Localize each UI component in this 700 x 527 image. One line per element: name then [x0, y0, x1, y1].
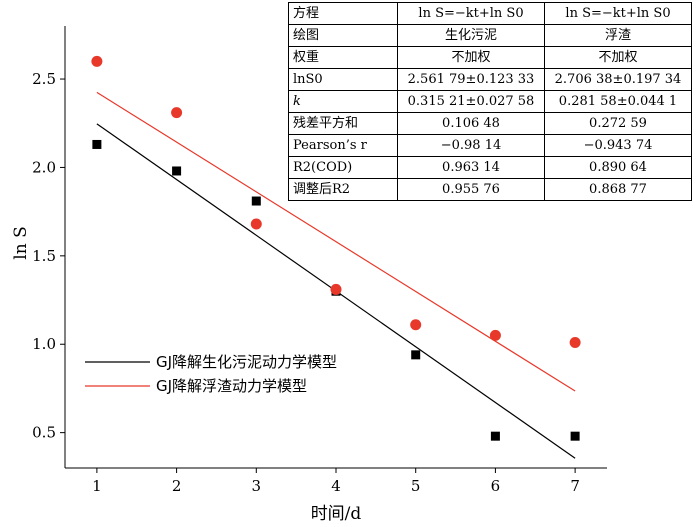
table-row: 调整后R2 0.955 76 0.868 77	[288, 178, 692, 201]
y-tick-label: 0.5	[32, 424, 56, 442]
table-cell: ln S=−kt+ln S0	[397, 2, 545, 25]
table-cell: −0.98 14	[397, 134, 545, 157]
data-point-scum	[410, 319, 422, 331]
y-tick-label: 2.5	[32, 70, 56, 88]
data-point-scum	[171, 107, 183, 119]
x-tick-label: 2	[172, 477, 182, 495]
table-cell: 0.272 59	[544, 112, 692, 135]
data-point-scum	[330, 283, 342, 295]
table-cell: 0.890 64	[544, 156, 692, 179]
table-cell: 调整后R2	[288, 178, 398, 201]
table-row: k 0.315 21±0.027 58 0.281 58±0.044 1	[288, 90, 692, 113]
y-axis-title: ln S	[11, 226, 31, 259]
x-tick-label: 6	[491, 477, 501, 495]
legend: GJ降解生化污泥动力学模型 GJ降解浮渣动力学模型	[85, 353, 337, 395]
fit-parameter-table: 方程 ln S=−kt+ln S0 ln S=−kt+ln S0 绘图 生化污泥…	[288, 2, 692, 201]
table-row: lnS0 2.561 79±0.123 33 2.706 38±0.197 34	[288, 68, 692, 91]
table-cell: k	[288, 90, 398, 113]
data-point-sludge	[251, 196, 261, 206]
data-point-scum	[489, 329, 501, 341]
table-row: 绘图 生化污泥 浮渣	[288, 24, 692, 47]
table-cell: ln S=−kt+ln S0	[544, 2, 692, 25]
legend-label-sludge: GJ降解生化污泥动力学模型	[156, 353, 337, 371]
table-cell: 0.106 48	[397, 112, 545, 135]
y-tick-label: 2.0	[32, 158, 56, 176]
x-tick-label: 4	[331, 477, 341, 495]
table-cell: 浮渣	[544, 24, 692, 47]
table-cell: 2.706 38±0.197 34	[544, 68, 692, 91]
data-point-scum	[250, 218, 262, 230]
table-cell: 绘图	[288, 24, 398, 47]
table-cell: 不加权	[544, 46, 692, 69]
table-row: 方程 ln S=−kt+ln S0 ln S=−kt+ln S0	[288, 2, 692, 25]
table-cell: 方程	[288, 2, 398, 25]
x-tick-label: 5	[411, 477, 421, 495]
table-cell: 2.561 79±0.123 33	[397, 68, 545, 91]
table-row: 残差平方和 0.106 48 0.272 59	[288, 112, 692, 135]
data-point-sludge	[490, 431, 500, 441]
table-cell: 0.963 14	[397, 156, 545, 179]
x-tick-label: 3	[252, 477, 262, 495]
table-cell: 0.281 58±0.044 1	[544, 90, 692, 113]
x-axis-title: 时间/d	[311, 504, 362, 524]
table-cell: 0.315 21±0.027 58	[397, 90, 545, 113]
table-cell: 权重	[288, 46, 398, 69]
fit-line-series-1	[96, 91, 576, 392]
data-point-scum	[91, 55, 103, 67]
table-cell: 0.955 76	[397, 178, 545, 201]
table-cell: R2(COD)	[288, 156, 398, 179]
y-tick-label: 1.5	[32, 247, 56, 265]
table-cell: −0.943 74	[544, 134, 692, 157]
table-cell: lnS0	[288, 68, 398, 91]
table-cell: 不加权	[397, 46, 545, 69]
plot-area: 1 2 3 4 5 6 7 0.5 1.0 1.5 2.0 2.5	[32, 26, 607, 495]
data-point-sludge	[92, 139, 102, 149]
legend-label-scum: GJ降解浮渣动力学模型	[156, 377, 307, 395]
table-cell: 0.868 77	[544, 178, 692, 201]
table-cell: 生化污泥	[397, 24, 545, 47]
table-row: 权重 不加权 不加权	[288, 46, 692, 69]
data-point-sludge	[172, 166, 182, 176]
table-cell: 残差平方和	[288, 112, 398, 135]
y-tick-label: 1.0	[32, 335, 56, 353]
data-point-sludge	[570, 431, 580, 441]
x-tick-label: 7	[570, 477, 580, 495]
data-point-sludge	[411, 350, 421, 360]
x-tick-label: 1	[92, 477, 102, 495]
table-cell: Pearson’s r	[288, 134, 398, 157]
table-row: R2(COD) 0.963 14 0.890 64	[288, 156, 692, 179]
table-row: Pearson’s r −0.98 14 −0.943 74	[288, 134, 692, 157]
data-point-scum	[569, 336, 581, 348]
